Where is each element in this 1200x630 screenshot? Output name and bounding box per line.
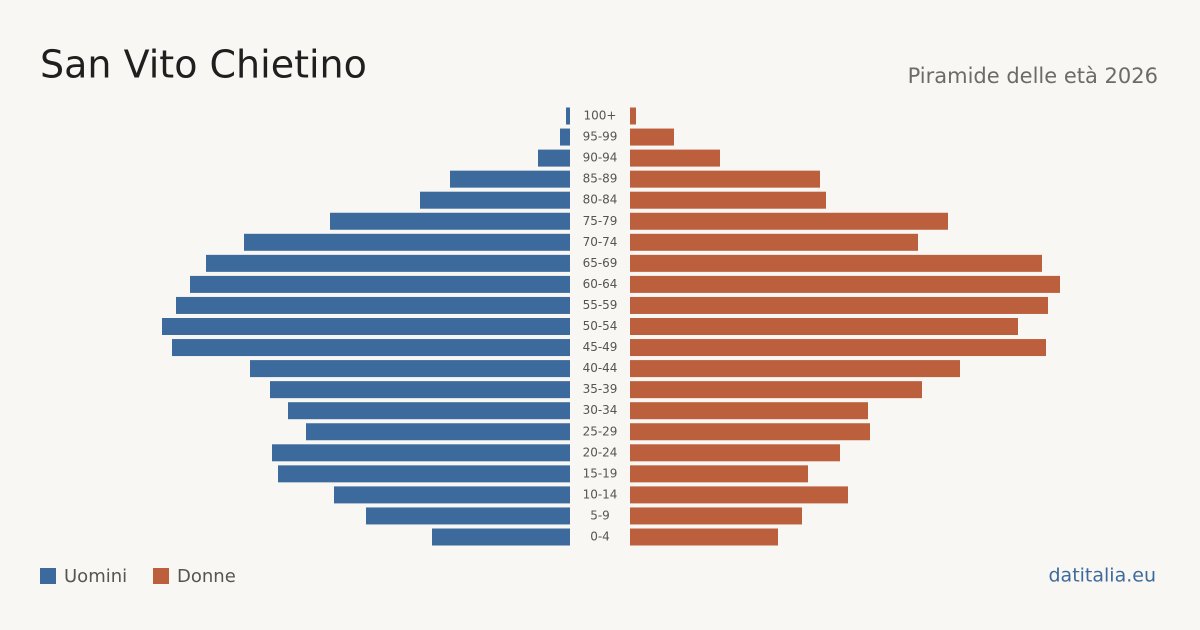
bar xyxy=(630,191,826,209)
age-label: 15-19 xyxy=(583,466,618,480)
bar xyxy=(330,212,570,230)
age-label: 70-74 xyxy=(583,235,618,249)
bar xyxy=(366,507,570,525)
bar xyxy=(630,128,674,146)
bar xyxy=(270,381,570,399)
bar xyxy=(176,296,570,314)
bar xyxy=(250,360,570,378)
bar xyxy=(630,528,778,546)
age-label: 5-9 xyxy=(590,508,610,522)
bar xyxy=(630,402,868,420)
bar xyxy=(538,149,570,167)
age-label: 10-14 xyxy=(583,487,618,501)
bar xyxy=(630,444,840,462)
age-label: 40-44 xyxy=(583,361,618,375)
bar xyxy=(630,212,948,230)
bar xyxy=(630,149,720,167)
age-label: 25-29 xyxy=(583,424,618,438)
legend-swatch xyxy=(153,568,169,584)
age-label: 35-39 xyxy=(583,382,618,396)
bar xyxy=(630,275,1060,293)
bar xyxy=(206,254,570,272)
bar xyxy=(630,170,820,188)
age-label: 80-84 xyxy=(583,193,618,207)
bar xyxy=(272,444,570,462)
age-label: 60-64 xyxy=(583,277,618,291)
age-label: 45-49 xyxy=(583,340,618,354)
bar xyxy=(630,296,1048,314)
bar xyxy=(432,528,570,546)
bar xyxy=(630,381,922,399)
age-label: 95-99 xyxy=(583,130,618,144)
bar xyxy=(560,128,570,146)
bar xyxy=(630,465,808,483)
bar xyxy=(278,465,570,483)
source: datitalia.eu xyxy=(1049,565,1157,587)
age-label: 90-94 xyxy=(583,151,618,165)
legend-swatch xyxy=(40,568,56,584)
age-label: 100+ xyxy=(584,109,617,123)
legend-label: Donne xyxy=(177,566,236,587)
bar xyxy=(420,191,570,209)
bar xyxy=(306,423,570,441)
age-label: 0-4 xyxy=(590,530,610,544)
age-label: 65-69 xyxy=(583,256,618,270)
bar xyxy=(244,233,570,251)
bar xyxy=(630,318,1018,335)
age-label: 55-59 xyxy=(583,298,618,312)
bar xyxy=(190,275,570,293)
age-label: 85-89 xyxy=(583,172,618,186)
bar xyxy=(630,233,918,251)
bar xyxy=(630,254,1042,272)
age-label: 30-34 xyxy=(583,403,618,417)
bar xyxy=(450,170,570,188)
age-label: 75-79 xyxy=(583,214,618,228)
chart-subtitle: Piramide delle età 2026 xyxy=(908,64,1158,88)
bar xyxy=(334,486,570,504)
bar xyxy=(162,318,570,335)
legend-label: Uomini xyxy=(64,566,127,587)
age-label: 20-24 xyxy=(583,445,618,459)
bar xyxy=(566,107,570,125)
bar xyxy=(630,339,1046,357)
chart-title: San Vito Chietino xyxy=(40,43,367,87)
bar xyxy=(172,339,570,357)
bar xyxy=(630,507,802,525)
bar xyxy=(288,402,570,420)
bar xyxy=(630,360,960,378)
bar xyxy=(630,107,636,125)
bar xyxy=(630,486,848,504)
age-label: 50-54 xyxy=(583,319,618,333)
bar xyxy=(630,423,870,441)
